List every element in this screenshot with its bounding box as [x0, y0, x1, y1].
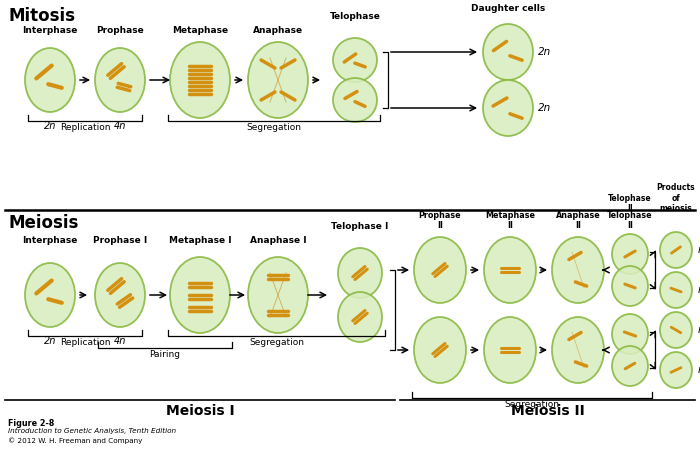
Ellipse shape [333, 38, 377, 82]
Text: Introduction to Genetic Analysis, Tenth Edition: Introduction to Genetic Analysis, Tenth … [8, 428, 176, 434]
Text: n: n [698, 285, 700, 295]
Ellipse shape [248, 257, 308, 333]
Ellipse shape [338, 292, 382, 342]
Text: 4n: 4n [114, 121, 126, 131]
Text: Prophase I: Prophase I [93, 236, 147, 245]
Ellipse shape [170, 42, 230, 118]
Ellipse shape [483, 80, 533, 136]
Text: Meiosis II: Meiosis II [511, 404, 585, 418]
Text: Metaphase I: Metaphase I [169, 236, 231, 245]
Ellipse shape [660, 352, 692, 388]
Ellipse shape [484, 237, 536, 303]
Ellipse shape [612, 346, 648, 386]
Text: n: n [698, 245, 700, 255]
Text: Meiosis I: Meiosis I [166, 404, 235, 418]
Text: 2n: 2n [538, 103, 552, 113]
Text: 2n: 2n [538, 47, 552, 57]
Text: Replication: Replication [60, 338, 111, 347]
Ellipse shape [612, 314, 648, 354]
Text: Anaphase I: Anaphase I [250, 236, 307, 245]
Ellipse shape [660, 272, 692, 308]
Ellipse shape [552, 237, 604, 303]
Ellipse shape [483, 24, 533, 80]
Text: Anaphase
II: Anaphase II [556, 211, 601, 230]
Text: Products
of
meiosis: Products of meiosis [657, 183, 695, 213]
Text: Replication: Replication [60, 123, 111, 132]
Ellipse shape [660, 312, 692, 348]
Ellipse shape [170, 257, 230, 333]
Ellipse shape [552, 317, 604, 383]
Ellipse shape [25, 48, 75, 112]
Text: Telophase I: Telophase I [331, 222, 388, 231]
Text: Pairing: Pairing [150, 350, 181, 359]
Ellipse shape [25, 263, 75, 327]
Text: Telophase: Telophase [330, 12, 380, 21]
Ellipse shape [338, 248, 382, 298]
Ellipse shape [414, 317, 466, 383]
Ellipse shape [333, 78, 377, 122]
Text: 4n: 4n [114, 336, 126, 346]
Ellipse shape [612, 266, 648, 306]
Ellipse shape [248, 42, 308, 118]
Ellipse shape [612, 234, 648, 274]
Text: Mitosis: Mitosis [8, 7, 75, 25]
Text: n: n [698, 325, 700, 335]
Ellipse shape [95, 263, 145, 327]
Text: Interphase: Interphase [22, 236, 78, 245]
Text: Metaphase
II: Metaphase II [485, 211, 535, 230]
Text: Segregation: Segregation [246, 123, 302, 132]
Text: 2n: 2n [44, 336, 56, 346]
Text: Telophase
II: Telophase II [608, 193, 652, 213]
Ellipse shape [414, 237, 466, 303]
Text: Metaphase: Metaphase [172, 26, 228, 35]
Text: Segregation: Segregation [505, 400, 559, 409]
Ellipse shape [95, 48, 145, 112]
Text: Anaphase: Anaphase [253, 26, 303, 35]
Text: Figure 2-8: Figure 2-8 [8, 419, 55, 428]
Text: Telophase
II: Telophase II [607, 211, 653, 230]
Text: Segregation: Segregation [249, 338, 304, 347]
Ellipse shape [484, 317, 536, 383]
Text: 2n: 2n [44, 121, 56, 131]
Text: n: n [698, 365, 700, 375]
Ellipse shape [660, 232, 692, 268]
Text: Prophase
II: Prophase II [419, 211, 461, 230]
Text: Interphase: Interphase [22, 26, 78, 35]
Text: Meiosis: Meiosis [8, 214, 78, 232]
Text: Prophase: Prophase [96, 26, 144, 35]
Text: Daughter cells: Daughter cells [471, 4, 545, 13]
Text: © 2012 W. H. Freeman and Company: © 2012 W. H. Freeman and Company [8, 437, 142, 444]
